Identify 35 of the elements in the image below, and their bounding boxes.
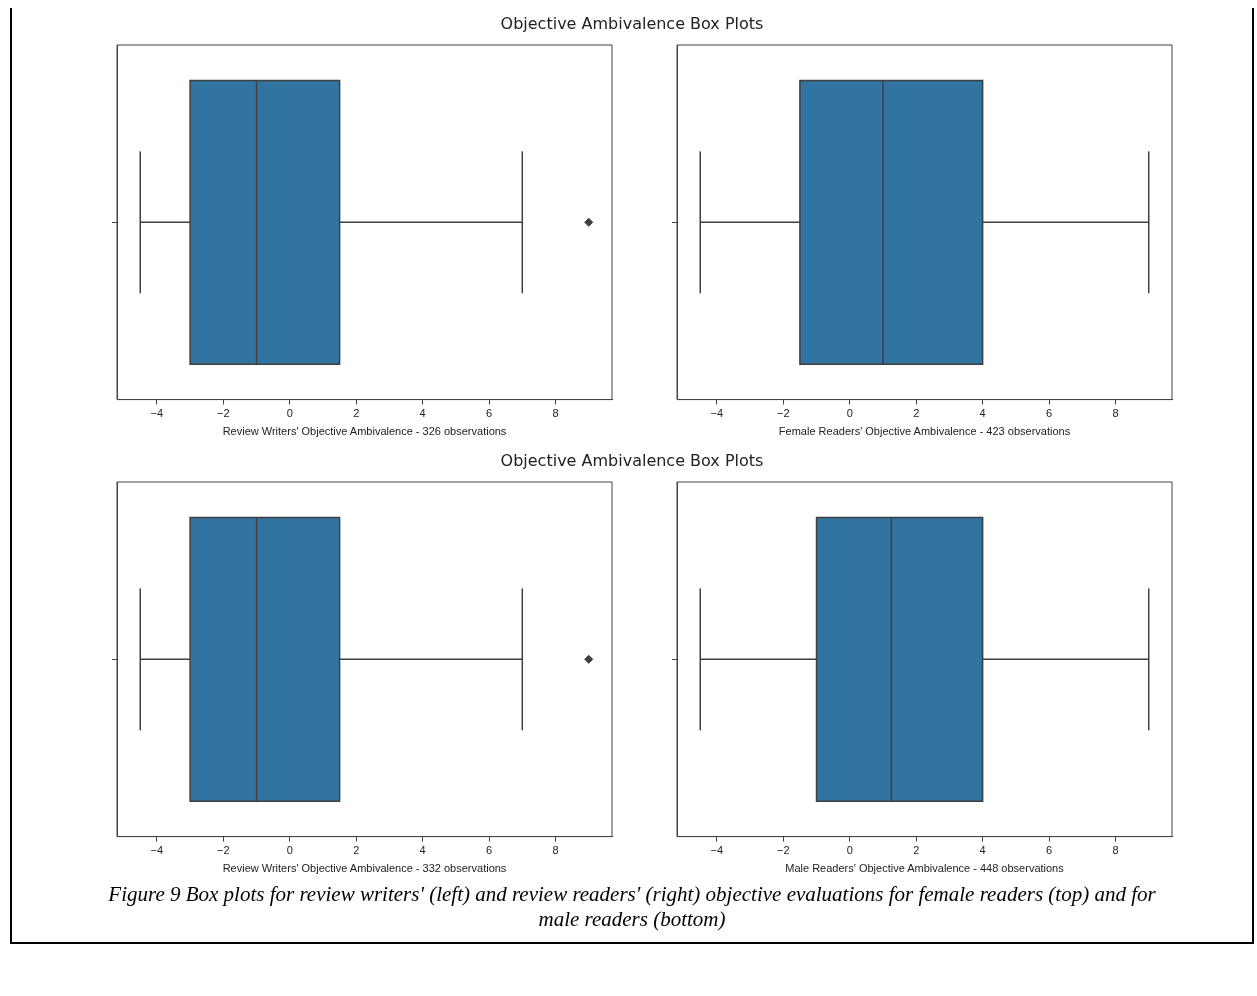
x-tick-label: 6	[1046, 407, 1053, 420]
x-tick-label: −4	[710, 407, 724, 420]
x-tick-label: 2	[913, 844, 920, 857]
x-tick-label: 0	[286, 407, 293, 420]
caption: Figure 9 Box plots for review writers' (left) and review readers' (right) objective evaluations for female readers (top) and for male readers (bottom)	[107, 882, 1157, 932]
x-tick-label: −2	[217, 844, 230, 857]
x-axis-title: Female Readers' Objective Ambivalence - 423 observations	[778, 425, 1071, 438]
x-tick-label: 6	[486, 407, 493, 420]
x-tick-label: −2	[777, 844, 790, 857]
x-tick-label: 8	[552, 844, 559, 857]
x-tick-label: 8	[1112, 407, 1119, 420]
x-tick-label: 4	[979, 407, 986, 420]
x-axis-title: Male Readers' Objective Ambivalence - 448 observations	[785, 862, 1065, 875]
x-axis-title: Review Writers' Objective Ambivalence - 326 observations	[222, 425, 507, 438]
x-tick-label: 4	[419, 844, 426, 857]
x-tick-label: 2	[913, 407, 920, 420]
x-tick-label: −4	[150, 407, 164, 420]
x-tick-label: 0	[846, 844, 853, 857]
x-tick-label: −2	[217, 407, 230, 420]
x-tick-label: 0	[846, 407, 853, 420]
x-tick-label: 8	[1112, 844, 1119, 857]
x-tick-label: −4	[150, 844, 164, 857]
x-tick-label: −4	[710, 844, 724, 857]
chart-title: Objective Ambivalence Box Plots	[499, 13, 765, 35]
x-tick-label: 6	[486, 844, 493, 857]
x-tick-label: 4	[979, 844, 986, 857]
x-tick-label: 0	[286, 844, 293, 857]
x-tick-label: 2	[353, 844, 360, 857]
x-tick-label: 4	[419, 407, 426, 420]
x-tick-label: 8	[552, 407, 559, 420]
x-tick-label: 2	[353, 407, 360, 420]
x-axis-title: Review Writers' Objective Ambivalence - 332 observations	[222, 862, 507, 875]
chart-title: Objective Ambivalence Box Plots	[499, 450, 765, 472]
x-tick-label: 6	[1046, 844, 1053, 857]
x-tick-label: −2	[777, 407, 790, 420]
